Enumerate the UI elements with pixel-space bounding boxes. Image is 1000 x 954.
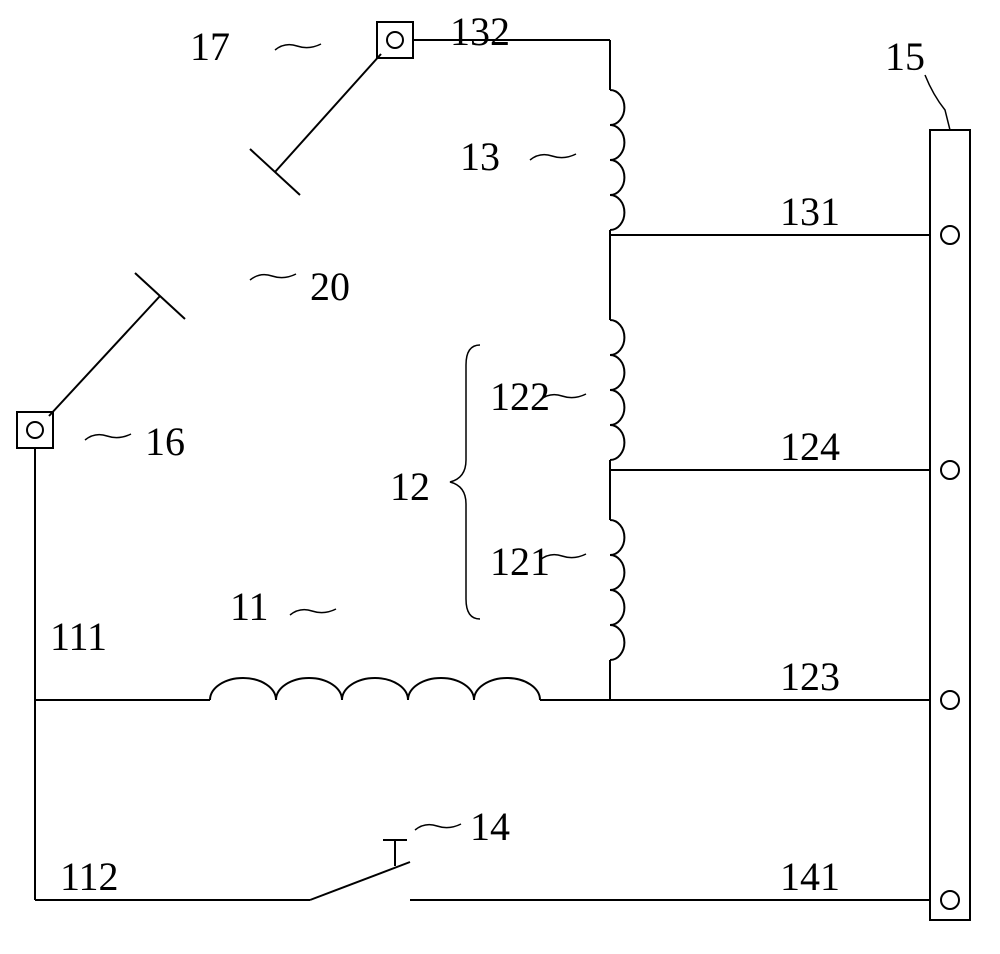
port-141 xyxy=(941,891,959,909)
label-131: 131 xyxy=(780,189,840,234)
label-15: 15 xyxy=(885,34,925,79)
wire-cap-to-17 xyxy=(275,54,381,172)
squiggle-11 xyxy=(290,609,336,615)
wire-16-to-cap xyxy=(49,296,160,416)
squiggle-14 xyxy=(415,824,461,830)
label-13: 13 xyxy=(460,134,500,179)
terminal-16-circle xyxy=(27,422,43,438)
terminal-17-circle xyxy=(387,32,403,48)
label-124: 124 xyxy=(780,424,840,469)
coil-13 xyxy=(610,90,624,230)
squiggle-20 xyxy=(250,274,296,280)
label-14: 14 xyxy=(470,804,510,849)
port-123 xyxy=(941,691,959,709)
squiggle-16 xyxy=(85,434,131,440)
squiggle-13 xyxy=(530,154,576,160)
label-12: 12 xyxy=(390,464,430,509)
label-111: 111 xyxy=(50,614,107,659)
port-124 xyxy=(941,461,959,479)
cap-20-plate1 xyxy=(135,273,185,319)
label-17: 17 xyxy=(190,24,230,69)
connector-15 xyxy=(930,130,970,920)
squiggle-17 xyxy=(275,44,321,50)
label-20: 20 xyxy=(310,264,350,309)
label-112: 112 xyxy=(60,854,119,899)
label-11: 11 xyxy=(230,584,269,629)
leader-15 xyxy=(925,75,950,130)
label-16: 16 xyxy=(145,419,185,464)
coil-122 xyxy=(610,320,624,460)
label-132: 132 xyxy=(450,9,510,54)
brace-12 xyxy=(450,345,480,619)
coil-121 xyxy=(610,520,624,660)
switch-14-arm xyxy=(310,862,410,900)
label-122: 122 xyxy=(490,374,550,419)
label-121: 121 xyxy=(490,539,550,584)
coil-11 xyxy=(210,678,540,700)
label-141: 141 xyxy=(780,854,840,899)
label-123: 123 xyxy=(780,654,840,699)
port-131 xyxy=(941,226,959,244)
circuit-diagram: 17 132 15 13 131 20 122 16 124 12 121 11… xyxy=(0,0,1000,954)
